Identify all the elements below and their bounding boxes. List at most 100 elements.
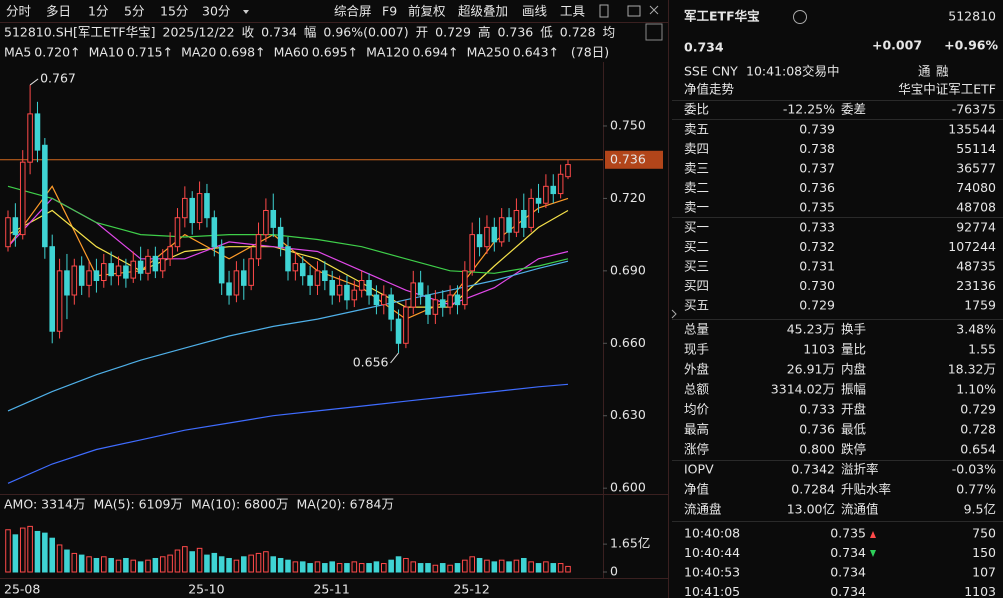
book-volume: 135544 — [948, 122, 996, 137]
candle-body — [115, 265, 122, 277]
candle-body — [130, 260, 137, 279]
stat-label: 跌停 — [841, 442, 866, 457]
price-change-pct: +0.96% — [944, 38, 998, 53]
stat-label: 内盘 — [841, 362, 866, 377]
candle-body — [27, 113, 33, 163]
tool-button[interactable]: 前复权 — [408, 4, 446, 19]
stat-value: 45.23万 — [787, 322, 835, 337]
volume-bar — [49, 537, 55, 573]
quote-item: 0.728 — [560, 25, 596, 40]
ma-line — [7, 185, 569, 274]
book-price: 0.731 — [799, 259, 835, 274]
period-tab[interactable]: 1分 — [88, 4, 108, 19]
tool-button[interactable]: 超级叠加 — [458, 4, 508, 19]
period-tab[interactable]: 多日 — [46, 4, 71, 19]
volume-bar — [447, 564, 453, 573]
book-label: 买三 — [684, 259, 709, 274]
book-volume: 107244 — [948, 239, 996, 254]
quote-item: 高 — [478, 25, 491, 40]
volume-bar — [292, 561, 299, 573]
candle-body — [476, 234, 483, 248]
trade-price: 0.734 — [830, 584, 866, 598]
tab[interactable]: 华宝中证军工ETF — [898, 82, 996, 97]
book-volume: 92774 — [956, 220, 996, 235]
volume-bar — [432, 564, 439, 573]
candle-body — [12, 217, 19, 236]
trade-volume: 1103 — [964, 584, 996, 598]
period-tab[interactable]: 5分 — [124, 4, 144, 19]
quote-item: 512810.SH[军工ETF华宝] — [4, 25, 156, 40]
tool-button[interactable]: 工具 — [560, 4, 586, 19]
trade-price: 0.734 — [830, 545, 866, 560]
candle-body — [358, 280, 365, 291]
volume-bar — [513, 559, 520, 573]
candle-body — [557, 173, 564, 195]
candle-body — [447, 294, 453, 308]
candle-body — [145, 255, 151, 274]
book-label: 买四 — [684, 278, 709, 293]
tool-button[interactable]: F9 — [382, 4, 397, 19]
candle-body — [64, 270, 70, 296]
volume-bar — [145, 559, 151, 573]
volume-bar — [417, 563, 424, 573]
period-tab[interactable]: 分时 — [6, 4, 32, 19]
tool-button[interactable]: 综合屏 — [334, 4, 372, 19]
book-label: 卖四 — [684, 141, 709, 156]
quote-item: 收 — [242, 25, 255, 40]
annotation-label: 0.767 — [40, 70, 76, 85]
toolbar-icons[interactable] — [599, 4, 659, 18]
stat-label: 最低 — [841, 422, 867, 437]
book-price: 0.738 — [799, 141, 835, 156]
x-tick-label: 25-08 — [4, 582, 40, 597]
volume-legend: MA(10): 6800万 — [191, 497, 289, 512]
info-icon[interactable] — [793, 10, 807, 24]
ma-name: MA10 — [89, 45, 124, 60]
stat-label: 均价 — [684, 402, 710, 417]
x-tick-label: 25-12 — [453, 582, 489, 597]
ma-line — [7, 260, 569, 412]
tool-button[interactable]: 画线 — [522, 4, 548, 19]
tab[interactable]: 净值走势 — [684, 82, 735, 97]
stat-label: 量比 — [841, 342, 866, 357]
security-name: 军工ETF华宝 — [684, 9, 760, 24]
collapse-toggle[interactable] — [671, 309, 677, 319]
candle-body — [521, 209, 527, 228]
trade-volume: 107 — [972, 565, 996, 580]
volume-bar — [64, 549, 70, 573]
book-volume: 48735 — [956, 259, 996, 274]
trade-time: 10:40:53 — [684, 565, 740, 580]
flag: 通 — [918, 64, 931, 79]
period-tab[interactable]: 15分 — [160, 4, 188, 19]
book-volume: 55114 — [956, 141, 996, 156]
volume-bar — [196, 547, 203, 573]
volume-bar — [167, 554, 173, 573]
weibi-value: -12.25% — [783, 102, 835, 117]
stat-value: 0.7342 — [791, 462, 835, 477]
ma-value: 0.715↑ — [127, 45, 173, 60]
dropdown — [243, 10, 249, 14]
candle-body — [550, 185, 557, 195]
candle-body — [263, 209, 269, 236]
current-price-box — [605, 150, 663, 169]
stat-value: 0.7284 — [791, 482, 835, 497]
book-label: 卖一 — [684, 200, 709, 215]
trade-time: 10:40:44 — [684, 545, 740, 560]
y-tick-label: 0.720 — [610, 190, 646, 205]
volume-bar — [115, 559, 122, 573]
book-volume: 74080 — [956, 180, 996, 195]
candle-body — [484, 226, 490, 248]
candle-body — [381, 294, 387, 306]
ma-line — [7, 197, 569, 306]
book-price: 0.730 — [799, 278, 835, 293]
trade-time: 10:40:08 — [684, 526, 740, 541]
wp-icon[interactable] — [645, 23, 663, 41]
candle-body — [322, 270, 328, 282]
candle-body — [34, 113, 41, 151]
book-label: 买二 — [684, 239, 709, 254]
y-tick-label: 0.630 — [610, 407, 646, 422]
meta: CNY — [712, 64, 738, 79]
candle-body — [425, 294, 431, 315]
flag: 融 — [936, 64, 949, 79]
period-tab[interactable]: 30分 — [202, 4, 230, 19]
volume-bar — [476, 557, 483, 573]
